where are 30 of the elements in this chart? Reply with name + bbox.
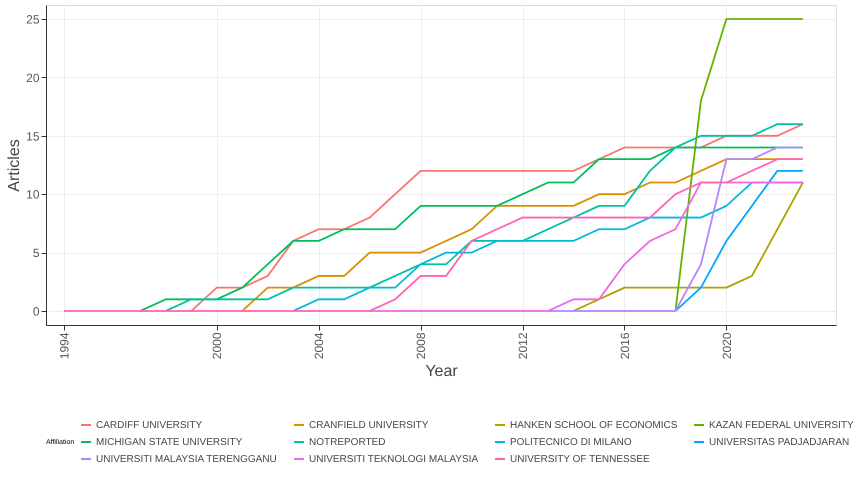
y-tick-label: 5 [32,246,40,260]
line-series [572,182,804,312]
y-tick-label: 0 [32,304,40,318]
line-series [674,170,804,312]
legend-label: UNIVERSITY OF TENNESSEE [510,454,650,465]
x-axis-title: Year [425,363,458,380]
x-tick-label: 2004 [312,332,326,360]
x-tick-label: 2020 [720,332,734,360]
legend-label: UNIVERSITAS PADJADJARAN [709,437,850,448]
legend-label: HANKEN SCHOOL OF ECONOMICS [510,420,678,431]
x-tick-label: 1994 [57,332,72,360]
legend-label: UNIVERSITI TEKNOLOGI MALAYSIA [309,454,478,465]
x-tick-label: 2012 [516,332,530,360]
legend-label: UNIVERSITI MALAYSIA TERENGGANU [96,454,277,465]
x-tick-label: 2016 [618,332,632,360]
y-tick-label: 15 [26,129,40,144]
legend-label: MICHIGAN STATE UNIVERSITY [96,437,243,448]
legend-label: NOTREPORTED [309,437,386,448]
y-tick-label: 25 [26,12,40,27]
legend-label: KAZAN FEDERAL UNIVERSITY [709,420,854,431]
y-tick-label: 20 [26,70,40,85]
legend-label: POLITECNICO DI MILANO [510,437,632,448]
y-tick-label: 10 [26,188,40,202]
line-series [62,158,804,312]
line-series [547,146,804,312]
x-tick-label: 2008 [414,332,428,360]
legend-label: CARDIFF UNIVERSITY [96,420,202,431]
x-tick-label: 2000 [210,332,224,360]
y-axis-title: Articles [6,139,24,192]
legend-label: CRANFIELD UNIVERSITY [309,420,429,431]
